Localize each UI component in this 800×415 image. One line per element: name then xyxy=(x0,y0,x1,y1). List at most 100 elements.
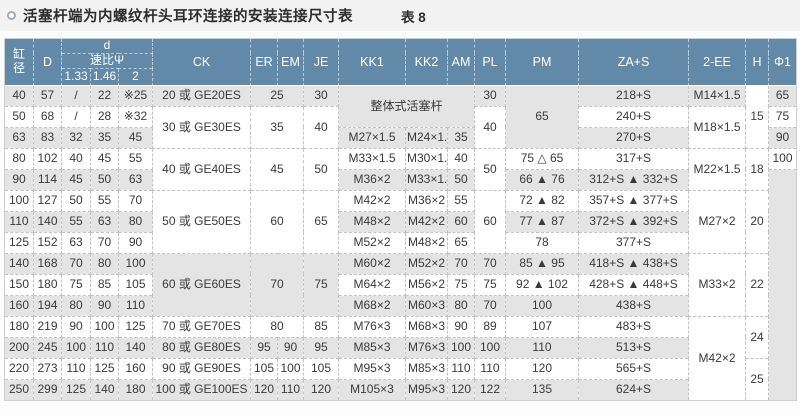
table-cell: 219 xyxy=(33,315,62,338)
col-header-JE: JE xyxy=(303,38,339,86)
table-cell: 120 xyxy=(250,378,278,401)
table-cell: M33×2 xyxy=(688,252,746,317)
table-cell: 95 xyxy=(250,336,278,359)
table-cell: M56×2 xyxy=(405,273,448,296)
table-cell: 80 xyxy=(118,210,153,233)
table-cell: M105×3 xyxy=(338,378,406,401)
table-cell: 180 xyxy=(33,273,62,296)
table-cell: 100 xyxy=(505,294,579,317)
table-cell: 127 xyxy=(33,189,62,212)
table-cell: 120 xyxy=(447,378,475,401)
col-header-H: H xyxy=(745,38,769,86)
table-cell: 70 xyxy=(61,252,91,275)
table-cell: M33×1.5 xyxy=(338,147,406,170)
table-cell: 200 xyxy=(4,336,34,359)
table-cell: 50 xyxy=(4,105,34,128)
table-cell: 85 xyxy=(303,315,339,338)
table-cell: 150 xyxy=(4,273,34,296)
table-cell: 565+S xyxy=(578,357,689,380)
table-cell: 240+S xyxy=(578,105,689,128)
table-cell: 50 xyxy=(474,147,506,191)
col-header-CK: CK xyxy=(152,38,251,86)
col-header-PM: PM xyxy=(505,38,579,86)
table-cell: 125 xyxy=(118,315,153,338)
table-cell: 90 xyxy=(277,336,304,359)
table-cell: 70 xyxy=(474,252,506,275)
table-cell: 20 xyxy=(745,189,769,254)
table-row: 100 127 50 55 70 50 或 GE50ES 60 65 M42×2 M36×2 55 6… xyxy=(4,189,797,254)
col-header-ratio-146: 1.46 xyxy=(90,67,119,86)
table-cell: 135 xyxy=(505,378,579,401)
bullet-ring-icon xyxy=(7,11,16,20)
table-cell: 110 xyxy=(90,336,119,359)
table-row: 125 152 63 70 90 M52×2 M48×2 65 78 377+S xyxy=(4,231,797,254)
table-cell: 110 xyxy=(4,210,34,233)
table-cell: M27×2 xyxy=(688,189,746,254)
table-cell: 152 xyxy=(33,231,62,254)
table-row: 140 168 70 80 100 60 或 GE60ES 70 75 M60×2 M52×2 70… xyxy=(4,252,797,317)
table-cell: 65 xyxy=(505,84,579,149)
table-cell: 105 xyxy=(303,357,339,380)
table-cell: 25 xyxy=(745,357,769,401)
title-bar: 活塞杆端为内螺纹杆头耳环连接的安装连接尺寸表 表 8 xyxy=(0,0,800,31)
table-cell: M52×2 xyxy=(405,252,448,275)
col-header-phi1: Φ1 xyxy=(768,38,797,86)
table-cell: M18×1.5 xyxy=(688,105,746,149)
table-cell: 483+S xyxy=(578,315,689,338)
table-cell: 90 xyxy=(768,126,797,149)
table-cell: 110 xyxy=(474,357,506,380)
table-number-label: 表 8 xyxy=(401,9,426,25)
table-cell: 70 xyxy=(90,231,119,254)
table-cell: 40 xyxy=(303,105,339,149)
table-cell: 63 xyxy=(61,231,91,254)
table-cell: 40 xyxy=(61,147,91,170)
table-cell: 90 xyxy=(118,231,153,254)
table-cell: 110 xyxy=(61,357,91,380)
table-cell: 438+S xyxy=(578,294,689,317)
table-cell: 92 ▲ 102 xyxy=(505,273,579,296)
col-header-EM: EM xyxy=(277,38,304,86)
col-header-2-EE: 2-EE xyxy=(688,38,746,86)
table-cell: M24×1.5 xyxy=(405,126,448,149)
table-cell: 40 xyxy=(474,105,506,149)
table-cell: 24 xyxy=(745,315,769,359)
table-row: 40 57/22 ※25 20 或 GE20ES 25 30 整体式活塞杆 30 65 218+S… xyxy=(4,84,797,149)
table-cell: 22 xyxy=(90,84,119,107)
table-cell: M68×2 xyxy=(338,294,406,317)
table-cell: 120 xyxy=(505,357,579,380)
table-cell: 80 或 GE80ES xyxy=(152,336,251,359)
table-cell: 55 xyxy=(90,189,119,212)
table-cell: M36×2 xyxy=(405,189,448,212)
table-cell: 107 xyxy=(505,315,579,338)
table-cell: 45 xyxy=(90,147,119,170)
table-cell: 65 xyxy=(768,84,797,107)
table-cell: 45 xyxy=(118,126,153,149)
table-cell: M48×2 xyxy=(338,210,406,233)
table-row: 150 180 75 85 105 M64×2 M56×2 75 75 92 ▲ 102 428+S… xyxy=(4,273,797,296)
table-cell: 55 xyxy=(118,147,153,170)
table-cell: 85 ▲ 95 xyxy=(505,252,579,275)
table-cell: 57 xyxy=(33,84,62,107)
table-cell: 624+S xyxy=(578,378,689,401)
table-cell: 140 xyxy=(33,210,62,233)
table-cell: 70 xyxy=(474,294,506,317)
table-cell: 122 xyxy=(474,378,506,401)
table-cell: 78 xyxy=(505,231,579,254)
table-cell: 68 xyxy=(33,105,62,128)
table-cell: 180 xyxy=(4,315,34,338)
table-cell: 70 或 GE70ES xyxy=(152,315,251,338)
table-cell: 75 xyxy=(447,273,475,296)
table-cell: 60 xyxy=(447,210,475,233)
table-cell: 50 xyxy=(61,189,91,212)
table-header: 缸 径 D d CK ER EM JE KK1 KK2 AM PL PM ZA+… xyxy=(4,38,797,86)
table-cell: 65 xyxy=(447,231,475,254)
table-cell: 50 xyxy=(447,168,475,191)
table-cell: M76×3 xyxy=(338,315,406,338)
table-cell: M60×3 xyxy=(405,294,448,317)
table-cell: 100 xyxy=(474,336,506,359)
table-cell: M14×1.5 xyxy=(688,84,746,107)
table-cell: 273 xyxy=(33,357,62,380)
table-cell: 70 xyxy=(447,252,475,275)
